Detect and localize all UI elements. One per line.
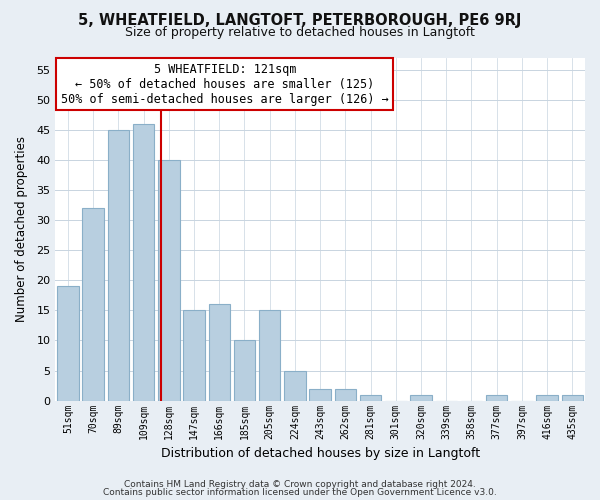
- Bar: [562, 394, 583, 400]
- Bar: [486, 394, 508, 400]
- Bar: [57, 286, 79, 401]
- Bar: [410, 394, 432, 400]
- Bar: [184, 310, 205, 400]
- Bar: [536, 394, 558, 400]
- Bar: [335, 388, 356, 400]
- Bar: [158, 160, 179, 400]
- Text: 5 WHEATFIELD: 121sqm
← 50% of detached houses are smaller (125)
50% of semi-deta: 5 WHEATFIELD: 121sqm ← 50% of detached h…: [61, 62, 389, 106]
- Text: 5, WHEATFIELD, LANGTOFT, PETERBOROUGH, PE6 9RJ: 5, WHEATFIELD, LANGTOFT, PETERBOROUGH, P…: [79, 12, 521, 28]
- Bar: [310, 388, 331, 400]
- Bar: [82, 208, 104, 400]
- Bar: [360, 394, 382, 400]
- Bar: [133, 124, 154, 400]
- Text: Contains HM Land Registry data © Crown copyright and database right 2024.: Contains HM Land Registry data © Crown c…: [124, 480, 476, 489]
- Text: Size of property relative to detached houses in Langtoft: Size of property relative to detached ho…: [125, 26, 475, 39]
- Bar: [107, 130, 129, 400]
- Y-axis label: Number of detached properties: Number of detached properties: [15, 136, 28, 322]
- Bar: [284, 370, 305, 400]
- X-axis label: Distribution of detached houses by size in Langtoft: Distribution of detached houses by size …: [161, 447, 480, 460]
- Text: Contains public sector information licensed under the Open Government Licence v3: Contains public sector information licen…: [103, 488, 497, 497]
- Bar: [259, 310, 280, 400]
- Bar: [234, 340, 255, 400]
- Bar: [209, 304, 230, 400]
